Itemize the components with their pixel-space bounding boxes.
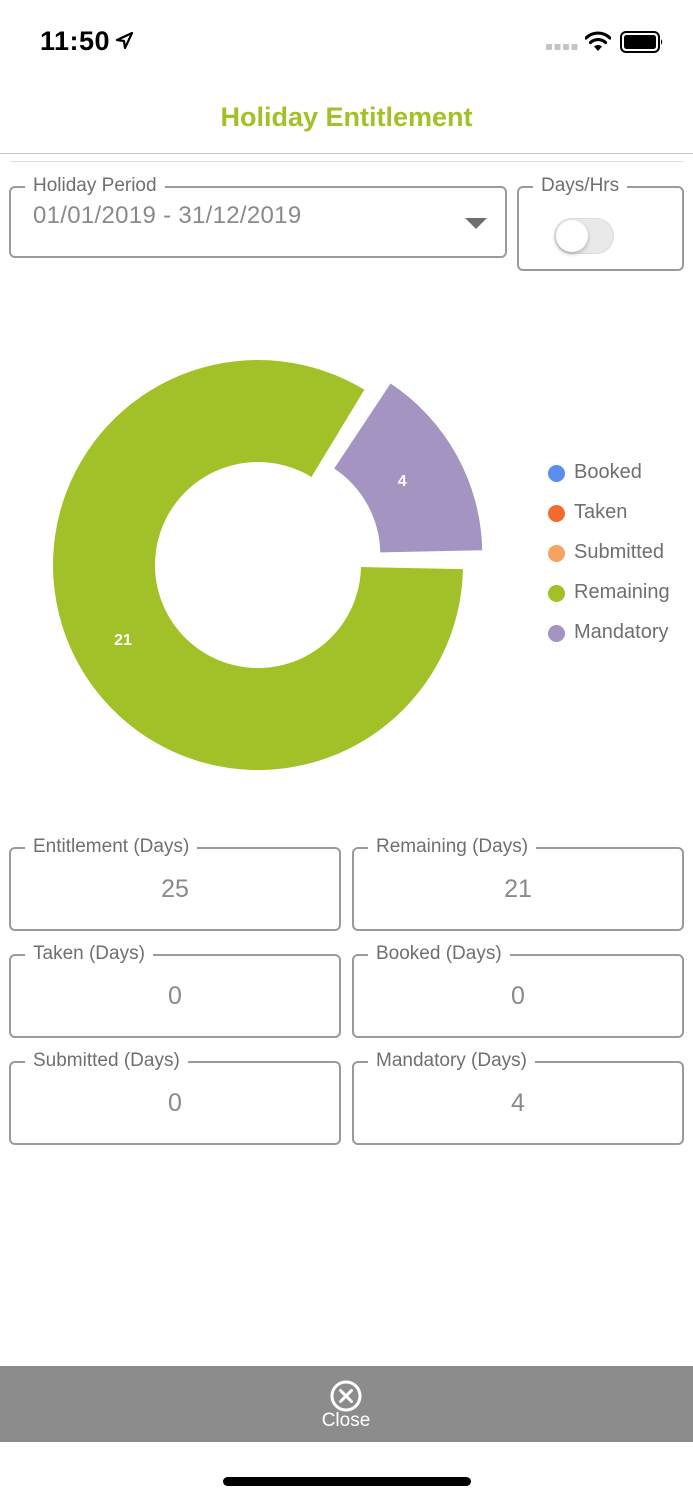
wifi-icon (585, 31, 611, 51)
close-circle-icon (330, 1380, 362, 1412)
legend-dot (548, 465, 565, 482)
stat-value: 0 (168, 1089, 182, 1117)
slice-value-label: 21 (114, 632, 132, 649)
legend-label: Remaining (574, 581, 670, 603)
stat-mandatory-days: Mandatory (Days) 4 (352, 1049, 684, 1145)
stat-entitlement-days: Entitlement (Days) 25 (9, 835, 341, 931)
header: Holiday Entitlement (0, 84, 693, 154)
stat-taken-days: Taken (Days) 0 (9, 942, 341, 1038)
legend-label: Mandatory (574, 621, 669, 643)
close-label: Close (321, 1410, 371, 1431)
stat-label: Submitted (Days) (25, 1049, 188, 1073)
stat-label: Booked (Days) (368, 942, 510, 966)
legend-dot (548, 585, 565, 602)
close-button[interactable]: Close (306, 1366, 386, 1442)
stat-value: 4 (511, 1089, 525, 1117)
slice-value-label: 4 (398, 473, 407, 490)
days-hrs-toggle[interactable] (554, 218, 614, 254)
donut-slice-mandatory (334, 383, 483, 553)
stat-booked-days: Booked (Days) 0 (352, 942, 684, 1038)
stat-value: 0 (168, 982, 182, 1010)
legend-label: Booked (574, 461, 642, 483)
stat-submitted-days: Submitted (Days) 0 (9, 1049, 341, 1145)
toggle-knob (556, 220, 588, 252)
legend-label: Submitted (574, 541, 665, 563)
stat-value: 0 (511, 982, 525, 1010)
home-indicator (223, 1477, 471, 1486)
dropdown-arrow-icon (465, 218, 487, 229)
holiday-donut-chart: 21 4 (52, 360, 483, 770)
days-hrs-box: Days/Hrs (517, 174, 684, 271)
battery-icon (620, 31, 663, 53)
location-arrow-icon (115, 31, 134, 50)
stat-label: Mandatory (Days) (368, 1049, 535, 1073)
donut-slice-remaining (52, 360, 463, 770)
legend-dot (548, 545, 565, 562)
legend-dot (548, 505, 565, 522)
legend-dot (548, 625, 565, 642)
cellular-signal-icon (546, 44, 578, 50)
status-time: 11:50 (40, 26, 111, 56)
stat-label: Entitlement (Days) (25, 835, 198, 859)
stat-value: 21 (504, 875, 532, 903)
divider (10, 161, 684, 162)
legend-label: Taken (574, 501, 628, 523)
stat-label: Remaining (Days) (368, 835, 537, 859)
stat-remaining-days: Remaining (Days) 21 (352, 835, 684, 931)
holiday-period-select[interactable]: Holiday Period 01/01/2019 - 31/12/2019 (9, 174, 507, 258)
stat-value: 25 (161, 875, 189, 903)
stat-label: Taken (Days) (25, 942, 153, 966)
bottom-toolbar: Close (0, 1366, 693, 1442)
holiday-period-value: 01/01/2019 - 31/12/2019 (33, 202, 302, 229)
status-bar: 11:50 (0, 0, 693, 84)
holiday-period-label: Holiday Period (25, 174, 165, 198)
days-hrs-label: Days/Hrs (533, 174, 628, 198)
page-title: Holiday Entitlement (220, 102, 473, 132)
